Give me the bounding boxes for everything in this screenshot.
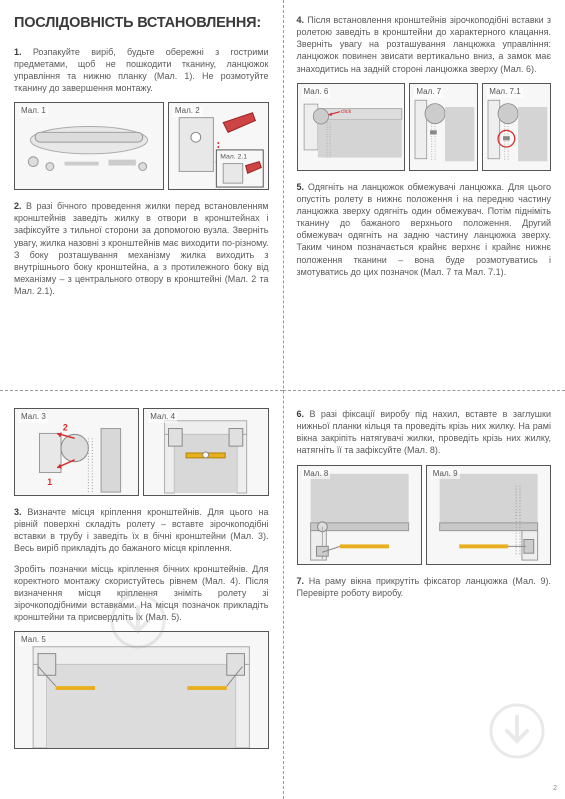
step-4: 4. Після встановлення кронштейнів зірочк… bbox=[297, 14, 552, 75]
svg-text:Мал. 2.1: Мал. 2.1 bbox=[220, 154, 247, 161]
fig-row-1: Мал. 1 Мал. 2 bbox=[14, 102, 269, 190]
figure-1: Мал. 1 bbox=[14, 102, 164, 190]
left-column: ПОСЛІДОВНІСТЬ ВСТАНОВЛЕННЯ: 1. Розпакуйт… bbox=[0, 0, 283, 799]
step-7: 7. На раму вікна прикрутіть фіксатор лан… bbox=[297, 575, 552, 599]
figure-7-1-label: Мал. 7.1 bbox=[487, 87, 522, 98]
page-number: 2 bbox=[553, 784, 557, 793]
figure-3: Мал. 3 2 1 bbox=[14, 408, 139, 496]
figure-4-label: Мал. 4 bbox=[148, 412, 177, 423]
step-6: 6. В разі фіксації виробу під нахил, вст… bbox=[297, 408, 552, 457]
step-2-text: В разі бічного проведення жилки перед вс… bbox=[14, 201, 269, 296]
figure-9-label: Мал. 9 bbox=[431, 469, 460, 480]
figure-6-label: Мал. 6 bbox=[302, 87, 331, 98]
fig-row-5: Мал. 8 Мал. 9 bbox=[297, 465, 552, 565]
figure-7-label: Мал. 7 bbox=[414, 87, 443, 98]
figure-8: Мал. 8 bbox=[297, 465, 422, 565]
figure-1-label: Мал. 1 bbox=[19, 106, 48, 117]
figure-6: Мал. 6 click bbox=[297, 83, 406, 171]
click-label: click bbox=[340, 109, 351, 115]
step-5-text: Одягніть на ланцюжок обмежувачі ланцюжка… bbox=[297, 182, 552, 277]
step-2: 2. В разі бічного проведення жилки перед… bbox=[14, 200, 269, 297]
page: ПОСЛІДОВНІСТЬ ВСТАНОВЛЕННЯ: 1. Розпакуйт… bbox=[0, 0, 565, 799]
svg-text:2: 2 bbox=[63, 423, 68, 433]
figure-4: Мал. 4 bbox=[143, 408, 268, 496]
step-5: 5. Одягніть на ланцюжок обмежувачі ланцю… bbox=[297, 181, 552, 278]
figure-8-label: Мал. 8 bbox=[302, 469, 331, 480]
fig-row-4: Мал. 6 click Мал. 7 bbox=[297, 83, 552, 171]
watermark-icon bbox=[110, 593, 166, 649]
figure-2-label: Мал. 2 bbox=[173, 106, 202, 117]
figure-7-1: Мал. 7.1 bbox=[482, 83, 551, 171]
watermark-icon-2 bbox=[489, 703, 545, 759]
step-1: 1. Розпакуйте виріб, будьте обережні з г… bbox=[14, 46, 269, 95]
svg-text:1: 1 bbox=[47, 477, 52, 487]
right-column: 4. Після встановлення кронштейнів зірочк… bbox=[283, 0, 565, 799]
step-4-text: Після встановлення кронштейнів зірочкопо… bbox=[297, 15, 552, 74]
step-3-text: Визначте місця кріплення кронштейнів. Дл… bbox=[14, 507, 269, 553]
step-3: 3. Визначте місця кріплення кронштейнів.… bbox=[14, 506, 269, 555]
figure-9: Мал. 9 bbox=[426, 465, 551, 565]
figure-7: Мал. 7 bbox=[409, 83, 478, 171]
figure-2: Мал. 2 Мал. 2.1 bbox=[168, 102, 269, 190]
step-6-text: В разі фіксації виробу під нахил, вставт… bbox=[297, 409, 552, 455]
figure-3-label: Мал. 3 bbox=[19, 412, 48, 423]
fig-row-2: Мал. 3 2 1 bbox=[14, 408, 269, 496]
page-title: ПОСЛІДОВНІСТЬ ВСТАНОВЛЕННЯ: bbox=[14, 14, 269, 34]
step-1-text: Розпакуйте виріб, будьте обережні з гост… bbox=[14, 47, 269, 93]
figure-5-label: Мал. 5 bbox=[19, 635, 48, 646]
step-7-text: На раму вікна прикрутіть фіксатор ланцюж… bbox=[297, 576, 552, 598]
